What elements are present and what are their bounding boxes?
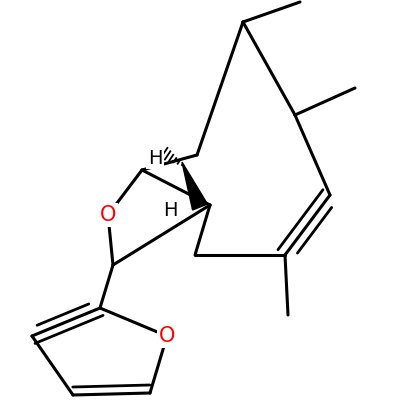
Text: H: H xyxy=(148,148,162,168)
Text: O: O xyxy=(159,326,175,346)
Text: O: O xyxy=(100,205,116,225)
Polygon shape xyxy=(182,162,208,210)
Text: H: H xyxy=(163,200,177,220)
